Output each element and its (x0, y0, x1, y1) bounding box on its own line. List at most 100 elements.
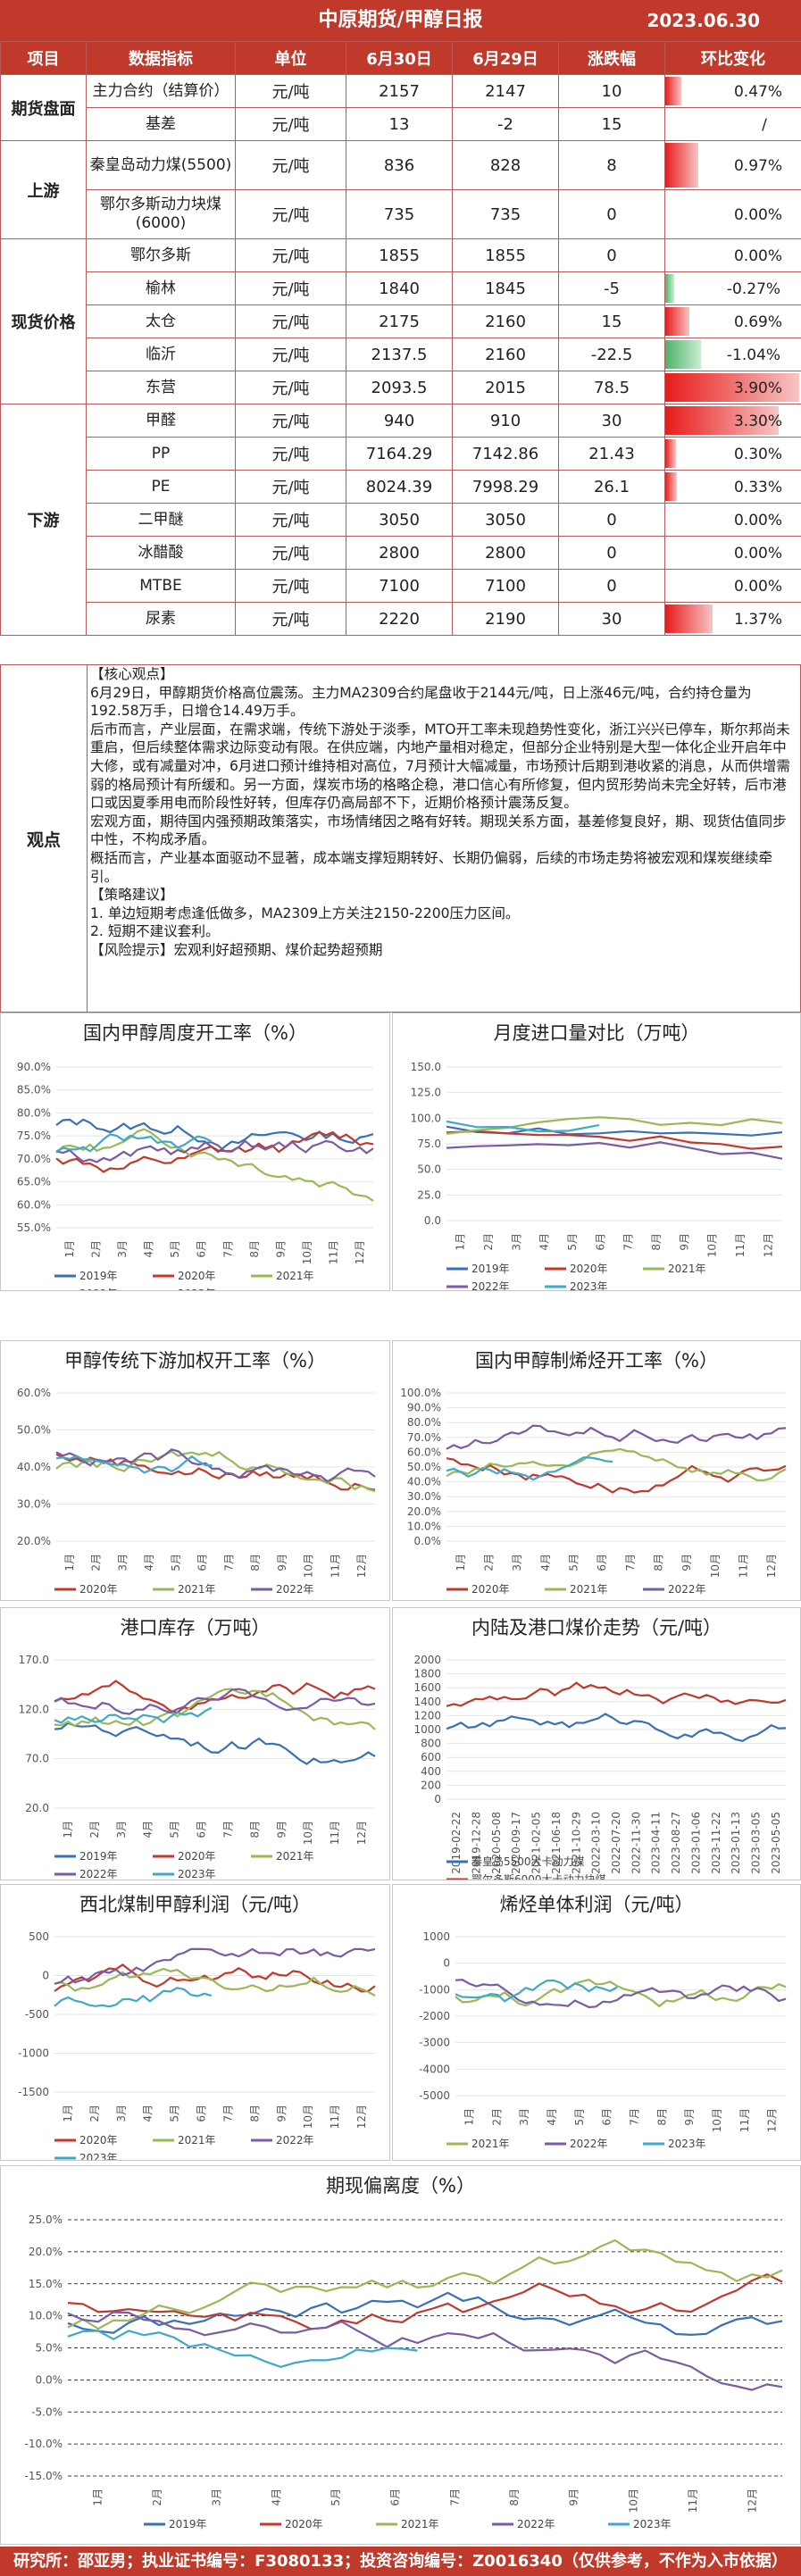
series-line (446, 1116, 783, 1135)
pct-value: 1.37% (733, 610, 782, 629)
row-change: 30 (558, 404, 665, 438)
row-value-jun29: 2800 (452, 536, 559, 570)
x-tick-label: 8月 (653, 1554, 665, 1571)
y-tick-label: -3000 (419, 2037, 450, 2049)
view-paragraph: 6月29日，甲醇期货价格高位震荡。主力MA2309合约尾盘收于2144元/吨，日… (90, 684, 752, 720)
x-tick-label: 12月 (355, 1821, 368, 1845)
pct-value: 0.00% (733, 205, 782, 224)
row-pct-change: 0.97% (664, 140, 801, 190)
x-tick-label: 2023-08-27 (670, 1812, 682, 1874)
view-text: 【核心观点】 6月29日，甲醇期货价格高位震荡。主力MA2309合约尾盘收于214… (90, 665, 796, 960)
series-line (55, 1448, 376, 1483)
x-tick-label: 2023-03-05 (749, 1812, 762, 1874)
chart-title: 月度进口量对比（万吨） (493, 1022, 700, 1044)
y-tick-label: 600 (421, 1751, 441, 1763)
pct-value: 0.97% (733, 156, 782, 175)
chart-panel: 西北煤制甲醇利润（元/吨） -1500 -1000 -500 0 500 1月 2月 3月 4月 5… (0, 1884, 390, 2161)
y-tick-label: -5000 (419, 2089, 450, 2102)
x-tick-label: 2月 (88, 2105, 101, 2122)
row-pct-change: -0.27% (664, 271, 801, 305)
legend-label: 2021年 (276, 1270, 314, 1282)
y-tick-label: 100.0% (400, 1387, 441, 1399)
row-value-jun30: 2800 (346, 536, 453, 570)
table-row: 太仓 元/吨 2175 2160 15 0.69% (1, 304, 801, 338)
legend-label: 2020年 (471, 1583, 510, 1596)
row-change: 0 (558, 569, 665, 603)
x-tick-label: 11月 (328, 1240, 340, 1264)
x-tick-label: 5月 (169, 1240, 181, 1258)
row-unit: 元/吨 (235, 107, 346, 141)
legend-label: 2022年 (570, 2138, 608, 2150)
legend-label: 鄂尔多斯6000大卡动力块煤 (471, 1872, 606, 1880)
row-name: 临沂 (86, 338, 236, 371)
y-tick-label: 0.0 (424, 1214, 441, 1227)
column-header: 6月29日 (452, 41, 559, 75)
pct-value: 0.00% (733, 511, 782, 529)
x-tick-label: 12月 (354, 1240, 366, 1264)
x-tick-label: 2020-05-08 (490, 1812, 503, 1874)
y-tick-label: 70.0% (407, 1431, 441, 1444)
x-tick-label: 3月 (115, 2105, 128, 2122)
y-tick-label: -4000 (419, 2063, 450, 2075)
row-name: 秦皇岛动力煤(5500) (86, 140, 236, 190)
y-tick-label: 60.0% (407, 1446, 441, 1458)
x-tick-label: 8月 (248, 1821, 261, 1838)
pct-value: 0.00% (733, 246, 782, 265)
x-tick-label: 7月 (624, 1554, 637, 1571)
x-tick-label: 3月 (511, 1554, 523, 1571)
x-tick-label: 7月 (221, 2105, 234, 2122)
y-tick-label: 125.0 (411, 1087, 441, 1099)
series-line (455, 1979, 787, 2008)
group-label: 上游 (0, 140, 87, 239)
x-tick-label: 7月 (628, 2108, 640, 2126)
row-value-jun30: 1855 (346, 238, 453, 272)
legend-label: 2019年 (79, 1850, 118, 1863)
x-tick-label: 2023-01-13 (730, 1812, 742, 1874)
x-tick-label: 12月 (765, 1554, 778, 1578)
y-tick-label: 60.0% (17, 1387, 51, 1399)
x-tick-label: 10月 (709, 1554, 722, 1578)
y-tick-label: 0 (443, 1957, 450, 1970)
chart-title: 期现偏离度（%） (326, 2175, 475, 2197)
x-tick-label: 2月 (151, 2488, 163, 2506)
row-change: 0 (558, 503, 665, 537)
chart-panel: 期现偏离度（%） -15.0% -10.0% -5.0% 0.0% 5.0% 10.0% 15… (0, 2165, 801, 2545)
pct-bar (665, 604, 713, 633)
report-title: 中原期货/甲醇日报 (318, 9, 483, 31)
series-line (67, 2238, 783, 2330)
table-row: PE 元/吨 8024.39 7998.29 26.1 0.33% (1, 470, 801, 504)
legend-label: 2020年 (79, 1583, 118, 1596)
row-value-jun29: 1855 (452, 238, 559, 272)
y-tick-label: 0.0% (414, 1535, 442, 1547)
table-row: 二甲醚 元/吨 3050 3050 0 0.00% (1, 503, 801, 537)
table-row: PP 元/吨 7164.29 7142.86 21.43 0.30% (1, 437, 801, 471)
row-pct-change: 0.69% (664, 304, 801, 338)
row-unit: 元/吨 (235, 503, 346, 537)
y-tick-label: 60.0% (17, 1198, 51, 1211)
x-tick-label: 8月 (248, 2105, 261, 2122)
x-tick-label: 9月 (683, 2108, 696, 2126)
legend-label: 2022年 (276, 1583, 314, 1596)
chart-title: 烯烃单体利润（元/吨） (499, 1894, 694, 1915)
view-paragraph: 【策略建议】 (90, 887, 174, 904)
x-tick-label: 6月 (196, 1554, 209, 1571)
x-tick-label: 6月 (601, 2108, 613, 2126)
row-change: 0 (558, 189, 665, 239)
x-tick-label: 3月 (211, 2488, 223, 2506)
chart-panel: 国内甲醇制烯烃开工率（%） 0.0% 10.0% 20.0% 30.0% 40.0% 50.… (392, 1340, 801, 1601)
row-change: 8 (558, 140, 665, 190)
x-tick-label: 12月 (355, 2105, 368, 2129)
row-pct-change: 3.30% (664, 404, 801, 438)
y-tick-label: 50.0 (417, 1163, 441, 1176)
x-tick-label: 10月 (302, 1821, 314, 1845)
x-tick-label: 8月 (248, 1240, 261, 1258)
row-change: 30 (558, 602, 665, 636)
x-tick-label: 2月 (89, 1240, 102, 1258)
chart-panel: 港口库存（万吨） 20.0 70.0 120.0 170.0 1月 2月 3月 4月 5月 6月 7月… (0, 1607, 390, 1880)
row-unit: 元/吨 (235, 536, 346, 570)
x-tick-label: 12月 (766, 2108, 779, 2132)
pct-bar (665, 472, 677, 501)
x-tick-label: 10月 (627, 2488, 639, 2513)
row-name: 鄂尔多斯动力块煤(6000) (86, 189, 236, 239)
legend-label: 2019年 (79, 1270, 118, 1282)
